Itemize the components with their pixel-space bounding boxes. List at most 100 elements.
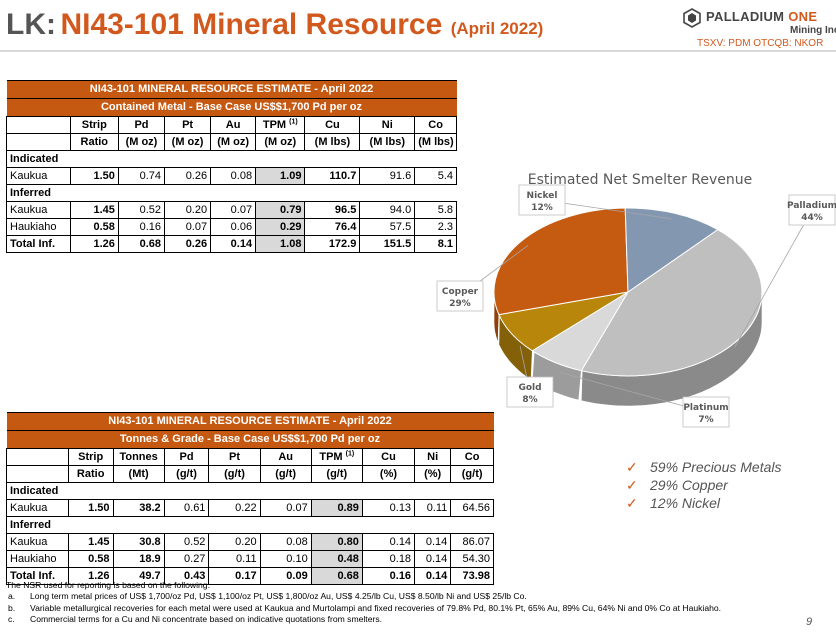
table-title-row: NI43-101 MINERAL RESOURCE ESTIMATE - Apr… [6,80,457,99]
data-label-value: 29% [449,299,471,309]
table-cell: 0.07 [164,218,212,236]
table-cell: 0.16 [117,218,166,236]
header-blank-cell [6,133,71,151]
footnote-text: Variable metallurgical recoveries for ea… [30,602,722,613]
column-header: (M oz) [210,133,257,151]
pie-slice-palladium [580,229,763,377]
logo-subtitle: Mining Inc. [790,25,836,36]
column-header: Au [210,116,257,134]
data-label-box [506,376,554,408]
category-fill [304,184,360,202]
row-label: Kaukua [6,201,71,219]
table-cell: 0.08 [259,533,312,551]
tpm-footnote-marker: (1) [289,118,298,126]
category-row: Indicated [6,482,494,500]
category-row: Inferred [6,516,494,534]
column-header: Ratio [67,465,114,483]
table-cell: 0.27 [163,550,210,568]
table-cell: 1.50 [69,167,119,185]
table-cell: 30.8 [112,533,165,551]
category-fill [311,516,363,534]
footnote-item: b. Variable metallurgical recoveries for … [6,603,826,614]
pie-slice-nickel [624,207,719,293]
table-cell: 0.74 [117,167,166,185]
title-main: NI43-101 Mineral Resource [60,8,443,41]
data-label-box [682,396,730,428]
revenue-callouts: ✓ 59% Precious Metals ✓ 29% Copper ✓ 12% Ni… [626,458,782,512]
callout-text: 29% Copper [650,477,728,493]
category-fill [164,482,209,500]
footnote-letter: b. [8,602,16,613]
tonnes-grade-table: NI43-101 MINERAL RESOURCE ESTIMATE - Apr… [6,412,494,585]
table-cell: 1.50 [67,499,114,517]
table-row: Haukiaho 0.58 0.16 0.07 0.06 0.29 76.4 57.5 2.3 [6,218,457,236]
table-cell: 96.5 [304,201,361,219]
table-cell: 1.09 [255,167,306,185]
table-cell: 0.10 [259,550,312,568]
row-label: Total Inf. [6,235,71,253]
footnote-letter: c. [8,614,15,625]
table-cell: 0.89 [310,499,363,517]
category-fill [359,184,415,202]
table-cell: 57.5 [359,218,416,236]
column-header: Ni [414,448,452,466]
data-label-category: Gold [518,383,541,393]
category-fill [255,184,305,202]
footnote-text: Commercial terms for a Cu and Ni concent… [30,614,383,625]
table-title-row: NI43-101 MINERAL RESOURCE ESTIMATE - Apr… [6,412,494,431]
row-label: Haukiaho [6,218,71,236]
category-fill [311,482,363,500]
table-row: Kaukua 1.45 30.8 0.52 0.20 0.08 0.80 0.14 0.14 86… [6,533,494,551]
footnote-intro: The NSR used for reporting is based on t… [6,580,210,590]
header-blank-cell [6,448,69,466]
column-header: (g/t) [259,465,312,483]
data-label-box [518,184,566,216]
category-fill [164,516,209,534]
category-fill [359,150,415,168]
table-cell: 0.58 [67,550,114,568]
table-cell: 151.5 [359,235,416,253]
table-cell: 8.1 [414,235,457,253]
table-cell: 0.06 [210,218,257,236]
check-icon: ✓ [626,459,638,475]
column-header: Co [414,116,457,134]
table-row: Kaukua 1.50 38.2 0.61 0.22 0.07 0.89 0.13 0.11 64… [6,499,494,517]
column-header: Cu [361,448,416,466]
table-cell: 2.3 [414,218,457,236]
category-fill [164,150,211,168]
page-title: LK: NI43-101 Mineral Resource (April 202… [6,8,543,42]
column-header: (g/t) [163,465,210,483]
category-fill [208,516,261,534]
table-cell: 1.08 [255,235,306,253]
data-label-box [788,194,836,226]
column-header: (g/t) [450,465,494,483]
table-cell: 0.79 [255,201,306,219]
table-subtitle: Contained Metal - Base Case US$$1,700 Pd… [6,98,457,117]
data-label-leader [559,372,707,413]
data-label-value: 8% [522,395,537,405]
data-label-category: Copper [442,287,479,297]
category-fill [260,516,312,534]
data-label-box [436,280,484,312]
header-blank-cell [6,116,71,134]
column-header: Strip [69,116,119,134]
category-fill [414,516,451,534]
callout-precious: ✓ 59% Precious Metals [626,458,782,476]
row-label: Haukiaho [6,550,69,568]
column-header-row: Strip Tonnes Pd Pt Au TPM (1) Cu Ni Co [6,448,494,466]
row-label: Kaukua [6,533,69,551]
table-title: NI43-101 MINERAL RESOURCE ESTIMATE - Apr… [6,80,457,99]
table-cell: 0.52 [117,201,166,219]
logo-name-main: PALLADIUM [706,9,785,24]
logo-name-one: ONE [788,9,818,24]
tpm-footnote-marker: (1) [345,450,355,458]
footnote-letter: a. [8,591,16,602]
table-cell: 0.68 [310,567,363,585]
category-fill [362,516,415,534]
logo-hexagon-icon [683,8,701,28]
category-fill [260,482,312,500]
category-fill [68,482,114,500]
table-cell: 5.4 [414,167,457,185]
data-label-value: 44% [801,213,823,223]
column-header-row: Strip Pd Pt Au TPM (1) Cu Ni Co [6,116,457,134]
